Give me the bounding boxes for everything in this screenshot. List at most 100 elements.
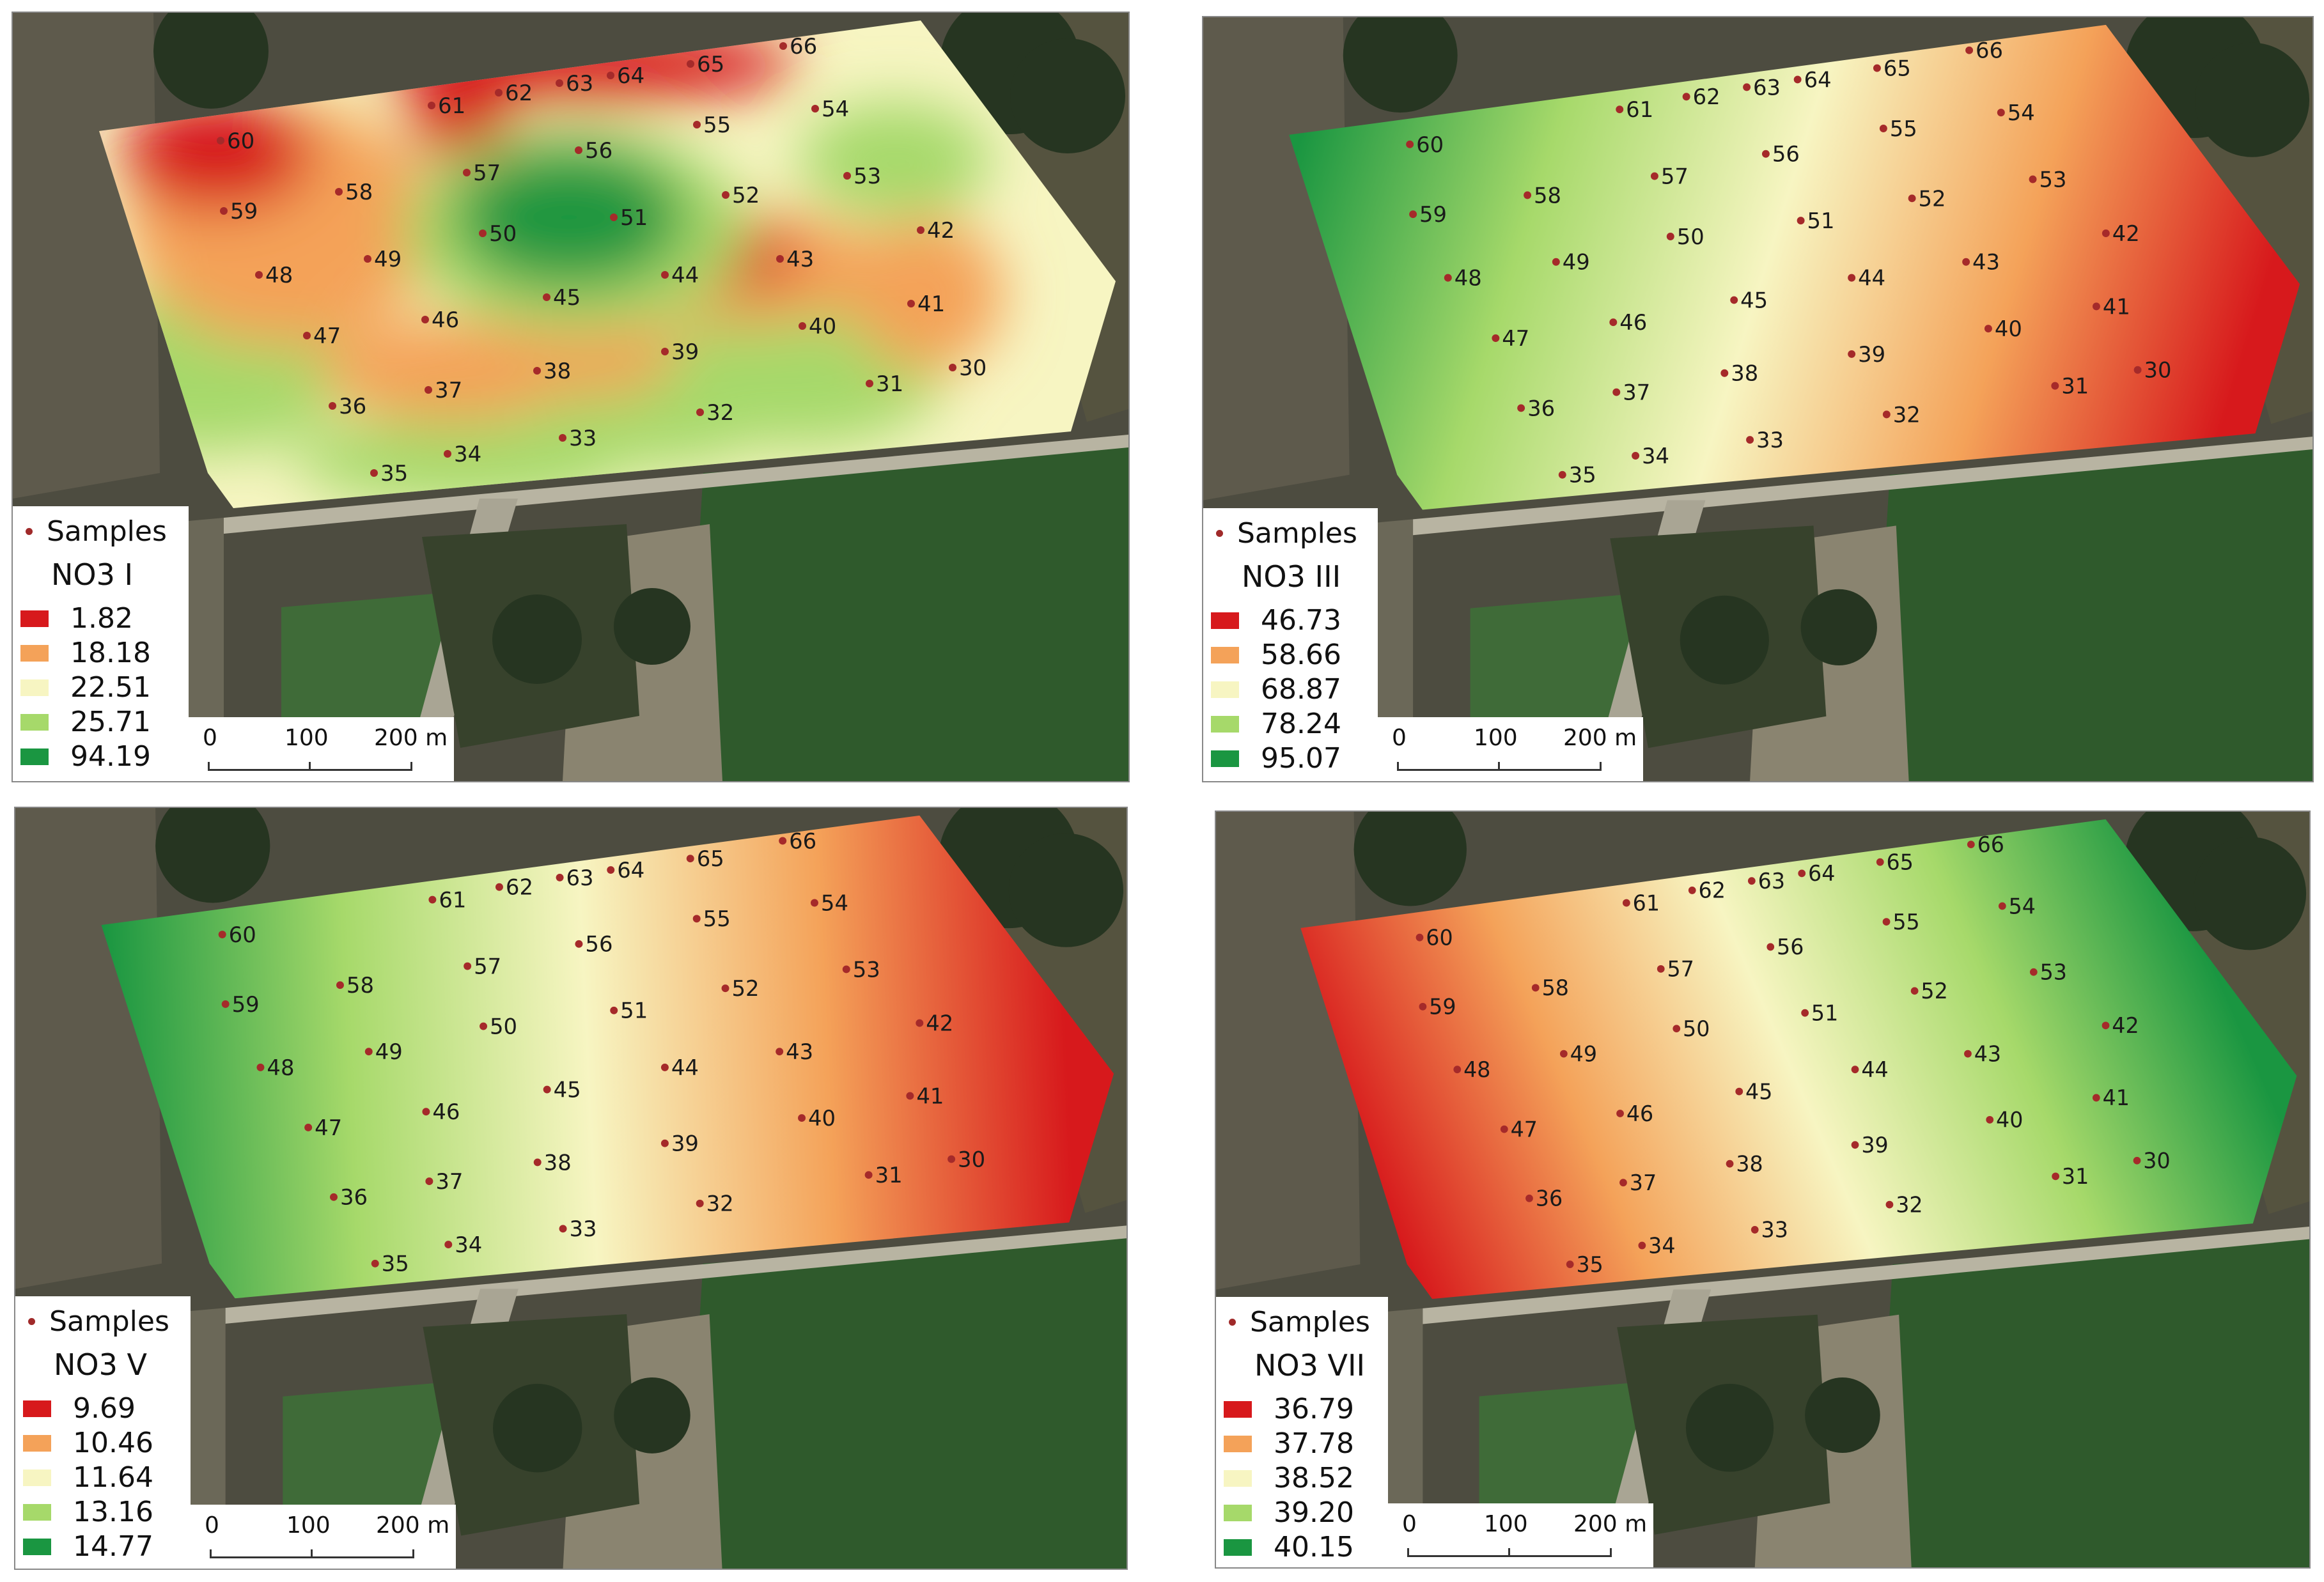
sample-point[interactable]: 41 (907, 291, 945, 317)
sample-point[interactable]: 38 (1720, 361, 1758, 386)
sample-point[interactable]: 39 (1851, 1133, 1889, 1158)
sample-point[interactable]: 49 (364, 247, 402, 272)
sample-point[interactable]: 41 (2092, 294, 2130, 319)
sample-point[interactable]: 59 (1419, 995, 1456, 1020)
sample-point[interactable]: 64 (607, 858, 644, 883)
sample-point[interactable]: 54 (1998, 894, 2036, 919)
sample-point[interactable]: 34 (444, 1232, 482, 1257)
sample-point[interactable]: 65 (687, 52, 724, 77)
sample-point[interactable]: 61 (428, 888, 466, 913)
sample-point[interactable]: 62 (495, 875, 533, 900)
sample-point[interactable]: 55 (1879, 116, 1917, 141)
sample-point[interactable]: 59 (1409, 202, 1447, 227)
sample-point[interactable]: 45 (543, 285, 581, 311)
sample-point[interactable]: 38 (1726, 1151, 1763, 1176)
sample-point[interactable]: 52 (721, 976, 760, 1001)
sample-point[interactable]: 30 (2133, 1149, 2171, 1174)
sample-point[interactable]: 32 (696, 400, 734, 426)
sample-point[interactable]: 59 (221, 992, 260, 1017)
sample-point[interactable]: 34 (1632, 444, 1669, 469)
sample-point[interactable]: 34 (444, 442, 481, 467)
sample-point[interactable]: 41 (906, 1083, 944, 1108)
sample-point[interactable]: 38 (533, 359, 571, 384)
sample-point[interactable]: 51 (1797, 208, 1835, 233)
sample-point[interactable]: 60 (217, 128, 254, 154)
sample-point[interactable]: 57 (464, 954, 501, 979)
sample-point[interactable]: 63 (556, 865, 594, 890)
sample-point[interactable]: 36 (329, 394, 366, 419)
sample-point[interactable]: 64 (607, 63, 644, 89)
sample-point[interactable]: 42 (2102, 221, 2140, 246)
sample-point[interactable]: 43 (1962, 250, 2000, 275)
sample-point[interactable]: 40 (799, 314, 836, 339)
sample-point[interactable]: 57 (1650, 164, 1688, 189)
sample-point[interactable]: 60 (1415, 925, 1453, 950)
sample-point[interactable]: 49 (1552, 250, 1590, 275)
sample-point[interactable]: 43 (1964, 1041, 2001, 1066)
sample-point[interactable]: 58 (1524, 183, 1561, 208)
sample-point[interactable]: 48 (1453, 1057, 1490, 1082)
sample-point[interactable]: 32 (1882, 402, 1921, 427)
sample-point[interactable]: 53 (2029, 960, 2067, 985)
sample-point[interactable]: 45 (543, 1078, 581, 1103)
sample-point[interactable]: 37 (1612, 380, 1650, 405)
sample-point[interactable]: 53 (842, 957, 880, 982)
sample-point[interactable]: 30 (948, 1147, 985, 1172)
sample-point[interactable]: 35 (371, 1252, 409, 1276)
sample-point[interactable]: 56 (575, 932, 612, 957)
sample-point[interactable]: 37 (425, 378, 462, 403)
sample-point[interactable]: 46 (1616, 1101, 1653, 1126)
sample-point[interactable]: 55 (1882, 910, 1920, 934)
sample-point[interactable]: 42 (916, 1011, 953, 1036)
sample-point[interactable]: 61 (1616, 97, 1653, 122)
sample-point[interactable]: 47 (303, 323, 341, 349)
sample-point[interactable]: 62 (1688, 878, 1726, 903)
sample-point[interactable]: 41 (2092, 1085, 2130, 1110)
sample-point[interactable]: 59 (220, 199, 258, 224)
sample-point[interactable]: 43 (776, 1039, 813, 1064)
sample-point[interactable]: 42 (2102, 1013, 2139, 1038)
sample-point[interactable]: 57 (463, 160, 501, 186)
sample-point[interactable]: 66 (779, 34, 817, 59)
sample-point[interactable]: 44 (1851, 1057, 1889, 1082)
sample-point[interactable]: 45 (1730, 288, 1768, 313)
sample-point[interactable]: 30 (2133, 358, 2172, 383)
sample-point[interactable]: 64 (1798, 861, 1835, 886)
sample-point[interactable]: 39 (660, 1131, 699, 1156)
sample-point[interactable]: 52 (722, 183, 760, 208)
sample-point[interactable]: 33 (559, 1216, 597, 1241)
sample-point[interactable]: 37 (1619, 1170, 1657, 1195)
sample-point[interactable]: 56 (1761, 142, 1800, 167)
sample-point[interactable]: 52 (1910, 979, 1948, 1004)
sample-point[interactable]: 54 (810, 890, 848, 915)
sample-point[interactable]: 50 (1673, 1016, 1710, 1041)
sample-point[interactable]: 44 (1848, 266, 1885, 291)
sample-point[interactable]: 38 (533, 1150, 572, 1175)
sample-point[interactable]: 66 (1965, 38, 2003, 63)
sample-point[interactable]: 32 (696, 1191, 734, 1216)
sample-point[interactable]: 51 (610, 205, 648, 231)
sample-point[interactable]: 46 (1609, 310, 1647, 335)
sample-point[interactable]: 32 (1885, 1192, 1923, 1217)
sample-point[interactable]: 36 (330, 1185, 368, 1210)
sample-point[interactable]: 48 (255, 263, 293, 288)
sample-point[interactable]: 49 (364, 1039, 403, 1064)
sample-point[interactable]: 35 (1566, 1252, 1603, 1277)
sample-point[interactable]: 45 (1735, 1079, 1772, 1104)
sample-point[interactable]: 39 (661, 339, 699, 365)
sample-point[interactable]: 64 (1793, 67, 1832, 92)
sample-point[interactable]: 63 (1747, 869, 1785, 894)
sample-point[interactable]: 54 (811, 97, 849, 122)
sample-point[interactable]: 56 (575, 138, 612, 164)
sample-point[interactable]: 52 (1908, 186, 1946, 211)
sample-point[interactable]: 31 (2051, 374, 2089, 399)
sample-point[interactable]: 39 (1848, 342, 1885, 367)
sample-point[interactable]: 65 (686, 846, 724, 871)
sample-point[interactable]: 58 (336, 973, 374, 998)
sample-point[interactable]: 55 (693, 112, 731, 138)
sample-point[interactable]: 55 (692, 906, 731, 931)
sample-point[interactable]: 53 (843, 164, 881, 189)
sample-point[interactable]: 47 (304, 1115, 342, 1140)
sample-point[interactable]: 33 (1751, 1218, 1788, 1243)
sample-point[interactable]: 50 (480, 1014, 517, 1039)
